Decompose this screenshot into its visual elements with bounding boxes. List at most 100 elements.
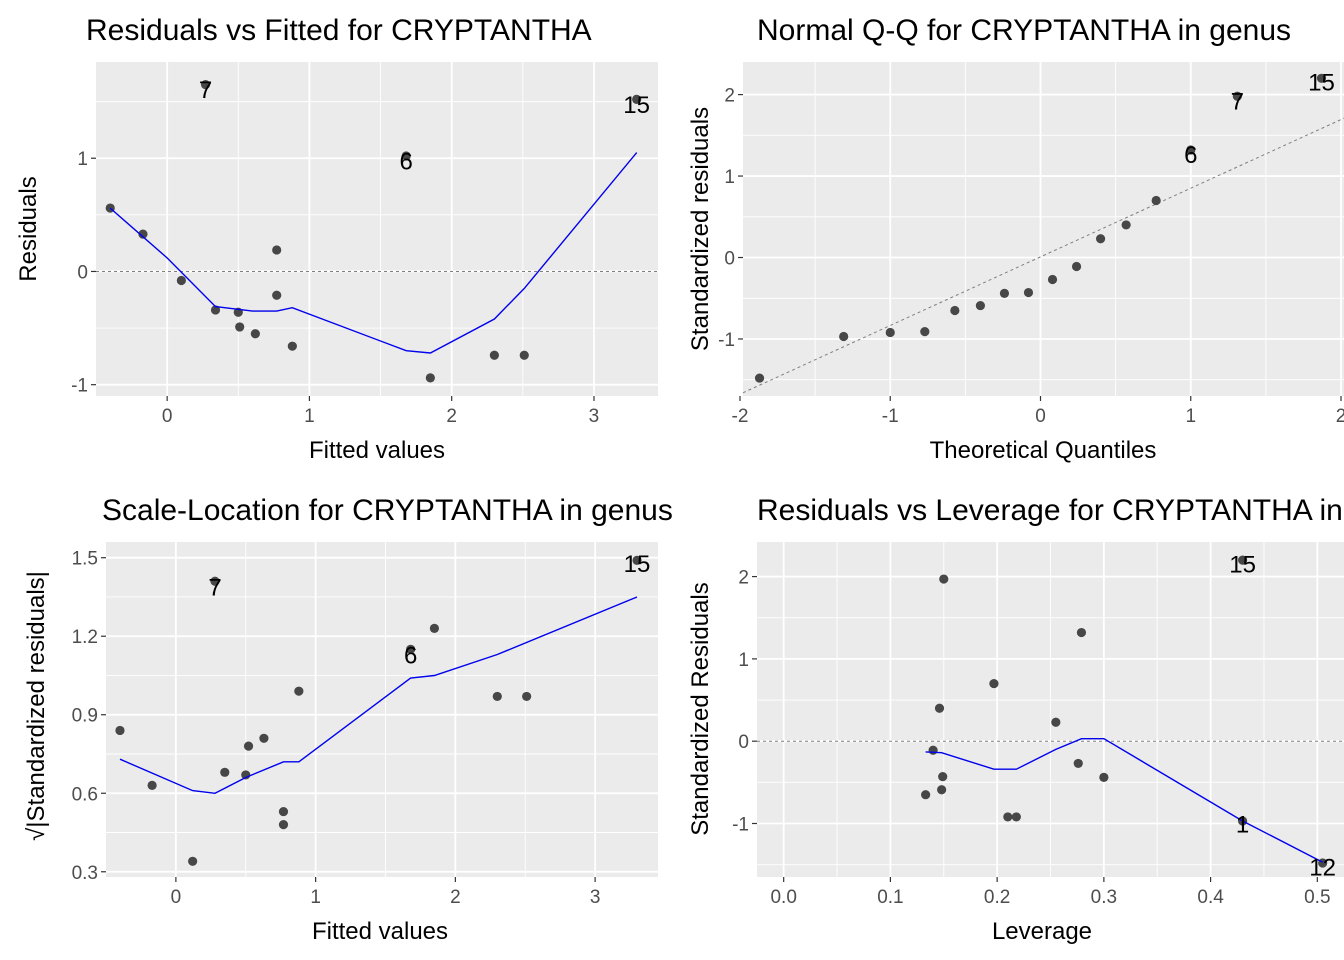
x-tick-label: 0 — [1035, 406, 1046, 427]
data-point — [235, 322, 245, 332]
data-point — [885, 327, 895, 338]
point-label: 15 — [623, 92, 650, 119]
smooth-line — [109, 152, 638, 354]
data-point — [1121, 220, 1131, 230]
data-point — [1076, 627, 1087, 638]
data-point — [839, 331, 849, 342]
y-tick-label: 0.6 — [72, 784, 98, 805]
plot-content: 6 7 15 — [743, 62, 1344, 396]
plot-content: 15 1 12 — [757, 542, 1344, 881]
data-point — [1071, 261, 1082, 272]
data-point — [999, 288, 1010, 298]
y-tick-label: 1.2 — [72, 627, 98, 648]
y-tick-label: 1.5 — [72, 549, 98, 570]
data-point — [754, 373, 765, 383]
x-tick-label: 1 — [310, 887, 321, 908]
y-tick-label: -1 — [718, 330, 735, 351]
data-point — [200, 80, 211, 90]
y-axis-title: √|Standardized residuals| — [23, 571, 50, 841]
y-tick-label: 0 — [77, 262, 88, 283]
y-tick-label: 0.3 — [72, 863, 98, 884]
data-point — [1003, 812, 1013, 822]
data-point — [1011, 812, 1021, 822]
smooth-line — [119, 596, 638, 795]
point-label: 1 — [1236, 811, 1249, 838]
x-tick-label: 0 — [162, 406, 173, 427]
data-point — [989, 678, 999, 689]
data-point — [928, 745, 938, 755]
data-point — [287, 341, 297, 351]
plot-content: 7 6 15 — [96, 62, 658, 396]
data-point — [1047, 274, 1058, 285]
x-tick-label: 3 — [589, 406, 600, 427]
smooth-line — [925, 738, 1324, 863]
data-point — [1232, 91, 1242, 101]
data-point — [1095, 234, 1106, 244]
x-axis-title: Theoretical Quantiles — [930, 437, 1157, 464]
x-tick-label: 0.3 — [1091, 887, 1117, 908]
point-label: 15 — [1308, 70, 1335, 97]
point-label: 6 — [399, 149, 412, 176]
data-point — [272, 245, 282, 255]
data-point — [632, 555, 642, 565]
data-point — [934, 703, 945, 713]
x-tick-label: -2 — [732, 406, 749, 427]
point-label: 6 — [404, 643, 417, 670]
y-tick-label: 0 — [738, 732, 749, 753]
data-point — [250, 329, 260, 339]
data-point — [220, 767, 230, 777]
chart-title: Residuals vs Fitted for CRYPTANTHA — [86, 14, 592, 47]
data-point — [401, 151, 411, 161]
data-point — [1238, 555, 1248, 565]
point-label: 7 — [208, 574, 221, 601]
data-point — [147, 780, 157, 790]
y-tick-label: 1 — [77, 149, 88, 170]
point-label: 7 — [199, 77, 212, 104]
data-point — [950, 305, 960, 316]
data-point — [294, 686, 304, 696]
y-axis-title: Standardized Residuals — [687, 582, 714, 836]
normal-qq-panel: Normal Q-Q for CRYPTANTHA in genus 6715 … — [687, 14, 1344, 464]
y-tick-label: 1 — [738, 650, 749, 671]
data-point — [259, 733, 269, 743]
residuals-vs-fitted-panel: Residuals vs Fitted for CRYPTANTHA 7615 … — [15, 14, 658, 464]
data-point — [278, 820, 289, 830]
x-tick-label: 2 — [450, 887, 461, 908]
plot-area — [743, 62, 1344, 396]
reference-line — [743, 117, 1344, 394]
data-point — [1186, 145, 1196, 155]
y-tick-label: 1 — [724, 167, 735, 188]
data-point — [406, 644, 416, 654]
data-point — [522, 691, 532, 702]
y-axis-title: Standardized residuals — [687, 107, 714, 351]
x-tick-label: 3 — [590, 887, 601, 908]
x-tick-label: 0.2 — [984, 887, 1010, 908]
y-tick-label: 2 — [724, 86, 735, 107]
data-point — [210, 305, 221, 315]
data-point — [489, 350, 499, 360]
y-tick-label: -1 — [732, 814, 749, 835]
x-tick-label: 1 — [304, 406, 315, 427]
y-tick-label: 0.9 — [72, 706, 98, 727]
data-point — [1051, 717, 1061, 727]
y-tick-label: 2 — [738, 568, 749, 589]
x-tick-label: 0 — [171, 887, 182, 908]
chart-title: Residuals vs Leverage for CRYPTANTHA in … — [757, 494, 1344, 527]
point-label: 6 — [1184, 142, 1197, 169]
data-point — [138, 229, 148, 239]
data-point — [939, 574, 949, 584]
point-label: 7 — [1231, 88, 1244, 115]
x-tick-label: 1 — [1185, 406, 1196, 427]
chart-title: Normal Q-Q for CRYPTANTHA in genus — [757, 14, 1291, 47]
plot-area — [106, 542, 658, 877]
data-point — [429, 623, 440, 633]
data-point — [278, 806, 289, 817]
x-axis-title: Leverage — [992, 918, 1092, 945]
data-point — [921, 790, 931, 800]
x-tick-label: 0.4 — [1197, 887, 1224, 908]
x-axis-title: Fitted values — [312, 918, 448, 945]
data-point — [1099, 772, 1109, 783]
data-point — [210, 576, 220, 586]
point-label: 12 — [1309, 854, 1336, 881]
